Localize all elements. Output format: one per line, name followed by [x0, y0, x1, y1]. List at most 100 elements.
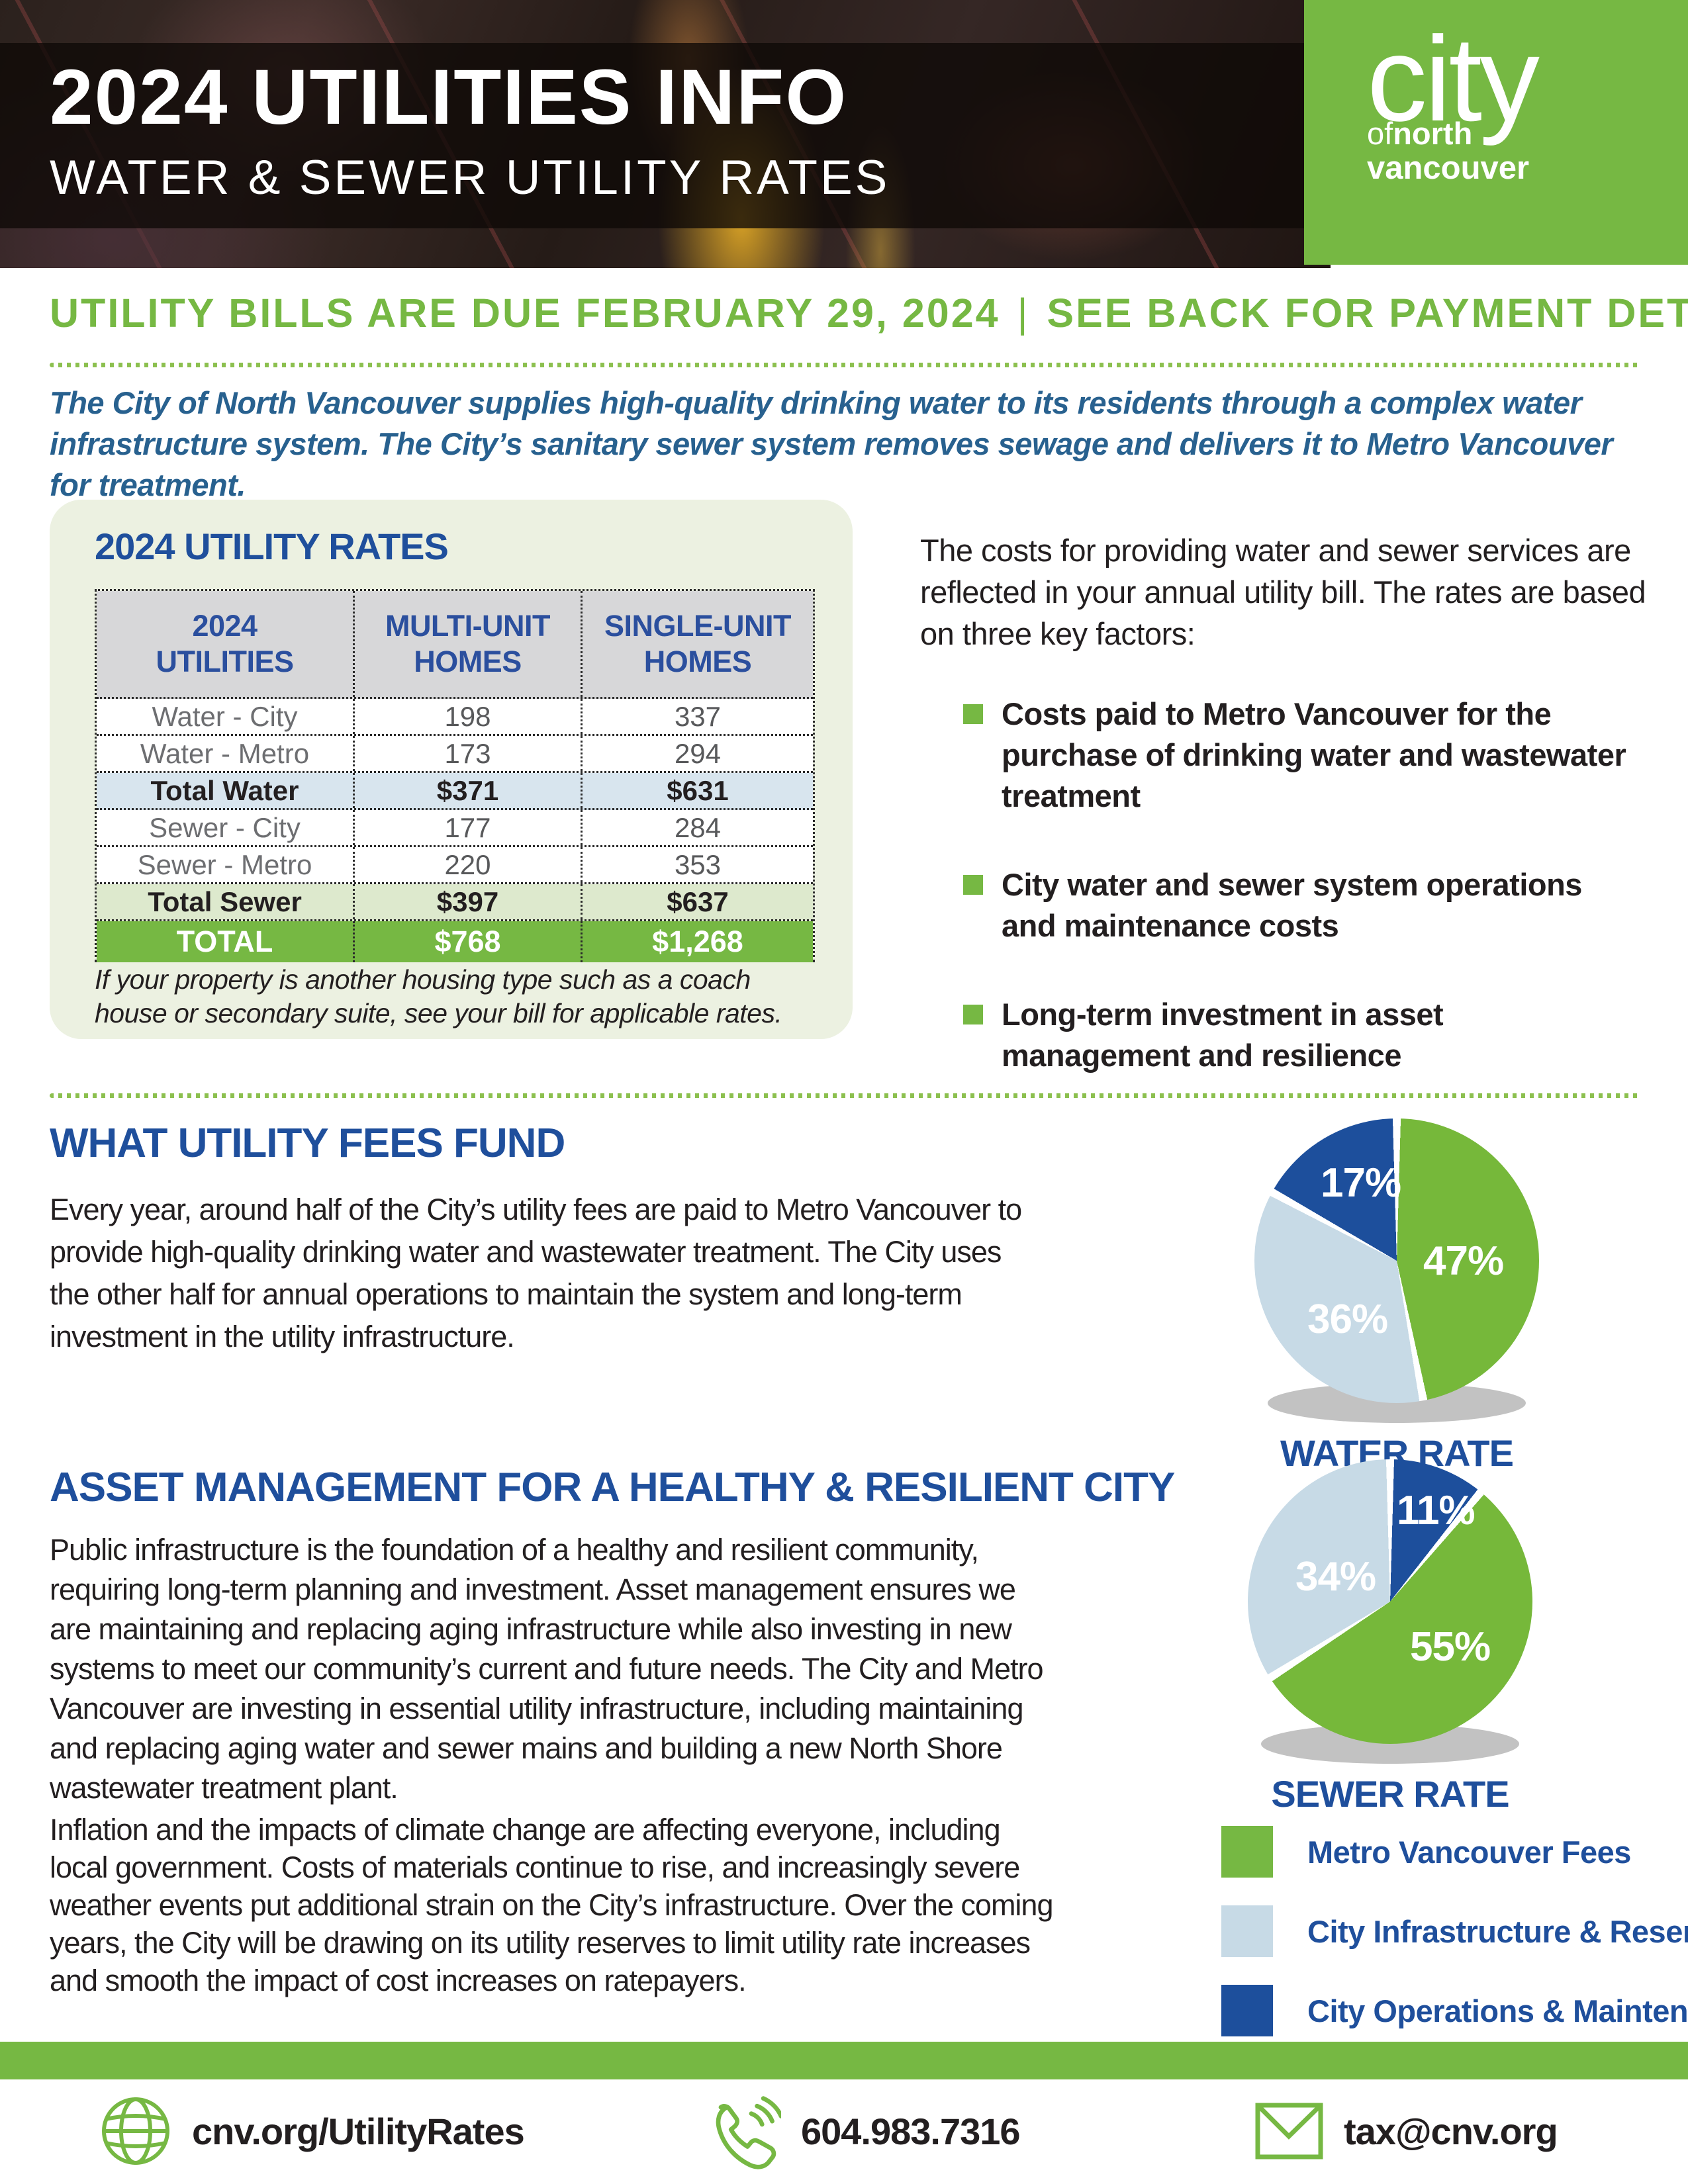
fees-fund-paragraph: Every year, around half of the City’s ut… [50, 1193, 1022, 1353]
square-bullet-icon [963, 875, 983, 895]
pie-slice-label: 55% [1410, 1624, 1491, 1670]
dotted-divider-middle [50, 1093, 1640, 1098]
table-row-total-water: Total Water $371 $631 [97, 773, 813, 810]
rates-footnote: If your property is another housing type… [95, 964, 782, 1028]
row-single-value: 337 [674, 700, 722, 732]
header-photo: 2024 UTILITIES INFO WATER & SEWER UTILIT… [0, 0, 1331, 268]
table-row: Sewer - City 177 284 [97, 810, 813, 847]
column-header-multi-unit: MULTI-UNIT HOMES [355, 591, 583, 697]
utility-rates-box: 2024 UTILITY RATES 2024 UTILITIES MULTI-… [50, 500, 853, 1039]
sewer-rate-chart-title: SEWER RATE [1271, 1773, 1509, 1815]
table-row-grand-total: TOTAL $768 $1,268 [97, 921, 813, 962]
factors-intro-paragraph: The costs for providing water and sewer … [920, 533, 1646, 651]
list-item: Long-term investment in asset management… [963, 994, 1638, 1076]
dotted-divider-top [50, 363, 1640, 367]
row-label: Total Sewer [97, 884, 355, 919]
table-row: Water - City 198 337 [97, 699, 813, 736]
row-label: Water - Metro [97, 736, 355, 771]
row-multi-value: 173 [355, 736, 583, 771]
pie-slice-label: 17% [1321, 1160, 1401, 1206]
row-label: Total Water [97, 773, 355, 808]
banner-due-text: UTILITY BILLS ARE DUE FEBRUARY 29, 2024 [50, 291, 1000, 336]
footer-website: cnv.org/UtilityRates [99, 2091, 525, 2171]
banner-back-text: SEE BACK FOR PAYMENT DETAILS [1047, 291, 1688, 336]
pie-slice-label: 11% [1397, 1488, 1476, 1533]
bullet-text: Costs paid to Metro Vancouver for the pu… [1002, 696, 1626, 813]
legend-item: City Operations & Maintenance [1221, 1984, 1688, 2037]
pie-slice-label: 47% [1423, 1238, 1504, 1284]
legend-swatch-dark-blue [1221, 1985, 1273, 2036]
footer-phone-text: 604.983.7316 [801, 2110, 1021, 2152]
banner-separator: | [1017, 291, 1030, 336]
legend-item: City Infrastructure & Reserves [1221, 1905, 1688, 1958]
city-logo: city ofnorth vancouver [1304, 0, 1688, 265]
footer-website-text: cnv.org/UtilityRates [192, 2110, 525, 2152]
city-logo-text: city ofnorth vancouver [1367, 19, 1632, 187]
asset-management-paragraph-1: Public infrastructure is the foundation … [50, 1533, 1044, 1805]
factors-bullet-list: Costs paid to Metro Vancouver for the pu… [963, 694, 1638, 1124]
asset-management-paragraph-2: Inflation and the impacts of climate cha… [50, 1813, 1053, 1997]
square-bullet-icon [963, 1005, 983, 1024]
row-multi-value: $397 [355, 884, 583, 919]
bullet-text: City water and sewer system operations a… [1002, 867, 1582, 943]
phone-icon [716, 2095, 781, 2169]
row-single-value: 284 [674, 811, 722, 843]
row-single-value: 353 [674, 848, 722, 880]
page-title: 2024 UTILITIES INFO [50, 54, 848, 141]
bullet-text: Long-term investment in asset management… [1002, 997, 1444, 1073]
intro-paragraph: The City of North Vancouver supplies hig… [50, 385, 1613, 502]
row-multi-value: $768 [355, 921, 583, 962]
section-heading-fees-fund: WHAT UTILITY FEES FUND [50, 1120, 565, 1166]
rates-box-title: 2024 UTILITY RATES [95, 525, 449, 567]
logo-word-vancouver: vancouver [1367, 150, 1530, 186]
column-header-utilities: 2024 UTILITIES [97, 591, 355, 697]
legend-label: Metro Vancouver Fees [1307, 1834, 1631, 1870]
row-label: Water - City [97, 699, 355, 734]
row-label: TOTAL [97, 921, 355, 962]
sewer-rate-pie [1248, 1459, 1532, 1744]
row-single-value: $1,268 [652, 925, 743, 958]
row-multi-value: 177 [355, 810, 583, 845]
row-label: Sewer - City [97, 810, 355, 845]
logo-word-city: city [1367, 11, 1540, 146]
water-rate-pie-chart: 47% 36% 17% [1254, 1118, 1539, 1403]
table-row: Water - Metro 173 294 [97, 736, 813, 773]
envelope-icon [1255, 2103, 1323, 2160]
water-rate-pie [1254, 1118, 1539, 1403]
footer-email-text: tax@cnv.org [1344, 2110, 1558, 2152]
table-header-row: 2024 UTILITIES MULTI-UNIT HOMES SINGLE-U… [97, 591, 813, 699]
logo-word-north: north [1393, 116, 1473, 151]
due-date-banner: UTILITY BILLS ARE DUE FEBRUARY 29, 2024 |… [50, 290, 1688, 336]
table-row-total-sewer: Total Sewer $397 $637 [97, 884, 813, 921]
list-item: Costs paid to Metro Vancouver for the pu… [963, 694, 1638, 817]
pie-legend: Metro Vancouver Fees City Infrastructure… [1221, 1825, 1688, 2064]
footer-green-bar [0, 2042, 1688, 2079]
logo-word-ofnorth: ofnorth [1367, 116, 1632, 151]
row-label: Sewer - Metro [97, 847, 355, 882]
row-single-value: $637 [667, 886, 729, 917]
header-overlay-band [0, 43, 1331, 228]
legend-label: City Operations & Maintenance [1307, 1993, 1688, 2028]
row-multi-value: $371 [355, 773, 583, 808]
page-subtitle: WATER & SEWER UTILITY RATES [50, 151, 890, 205]
footer-email: tax@cnv.org [1254, 2091, 1558, 2171]
globe-icon [102, 2097, 169, 2165]
row-multi-value: 220 [355, 847, 583, 882]
row-single-value: $631 [667, 774, 729, 806]
pie-slice-label: 36% [1307, 1297, 1388, 1342]
legend-swatch-light-blue [1221, 1905, 1273, 1957]
footer-phone: 604.983.7316 [705, 2091, 1021, 2171]
pie-slice-label: 34% [1295, 1554, 1376, 1600]
sewer-rate-pie-chart: 11% 55% 34% [1248, 1459, 1532, 1744]
row-multi-value: 198 [355, 699, 583, 734]
section-heading-asset-management: ASSET MANAGEMENT FOR A HEALTHY & RESILIE… [50, 1465, 1175, 1510]
list-item: City water and sewer system operations a… [963, 864, 1638, 946]
legend-swatch-green [1221, 1826, 1273, 1878]
legend-label: City Infrastructure & Reserves [1307, 1913, 1688, 1949]
square-bullet-icon [963, 704, 983, 724]
row-single-value: 294 [674, 737, 722, 769]
column-header-single-unit: SINGLE-UNIT HOMES [604, 609, 792, 678]
rates-table: 2024 UTILITIES MULTI-UNIT HOMES SINGLE-U… [95, 589, 815, 962]
table-row: Sewer - Metro 220 353 [97, 847, 813, 884]
